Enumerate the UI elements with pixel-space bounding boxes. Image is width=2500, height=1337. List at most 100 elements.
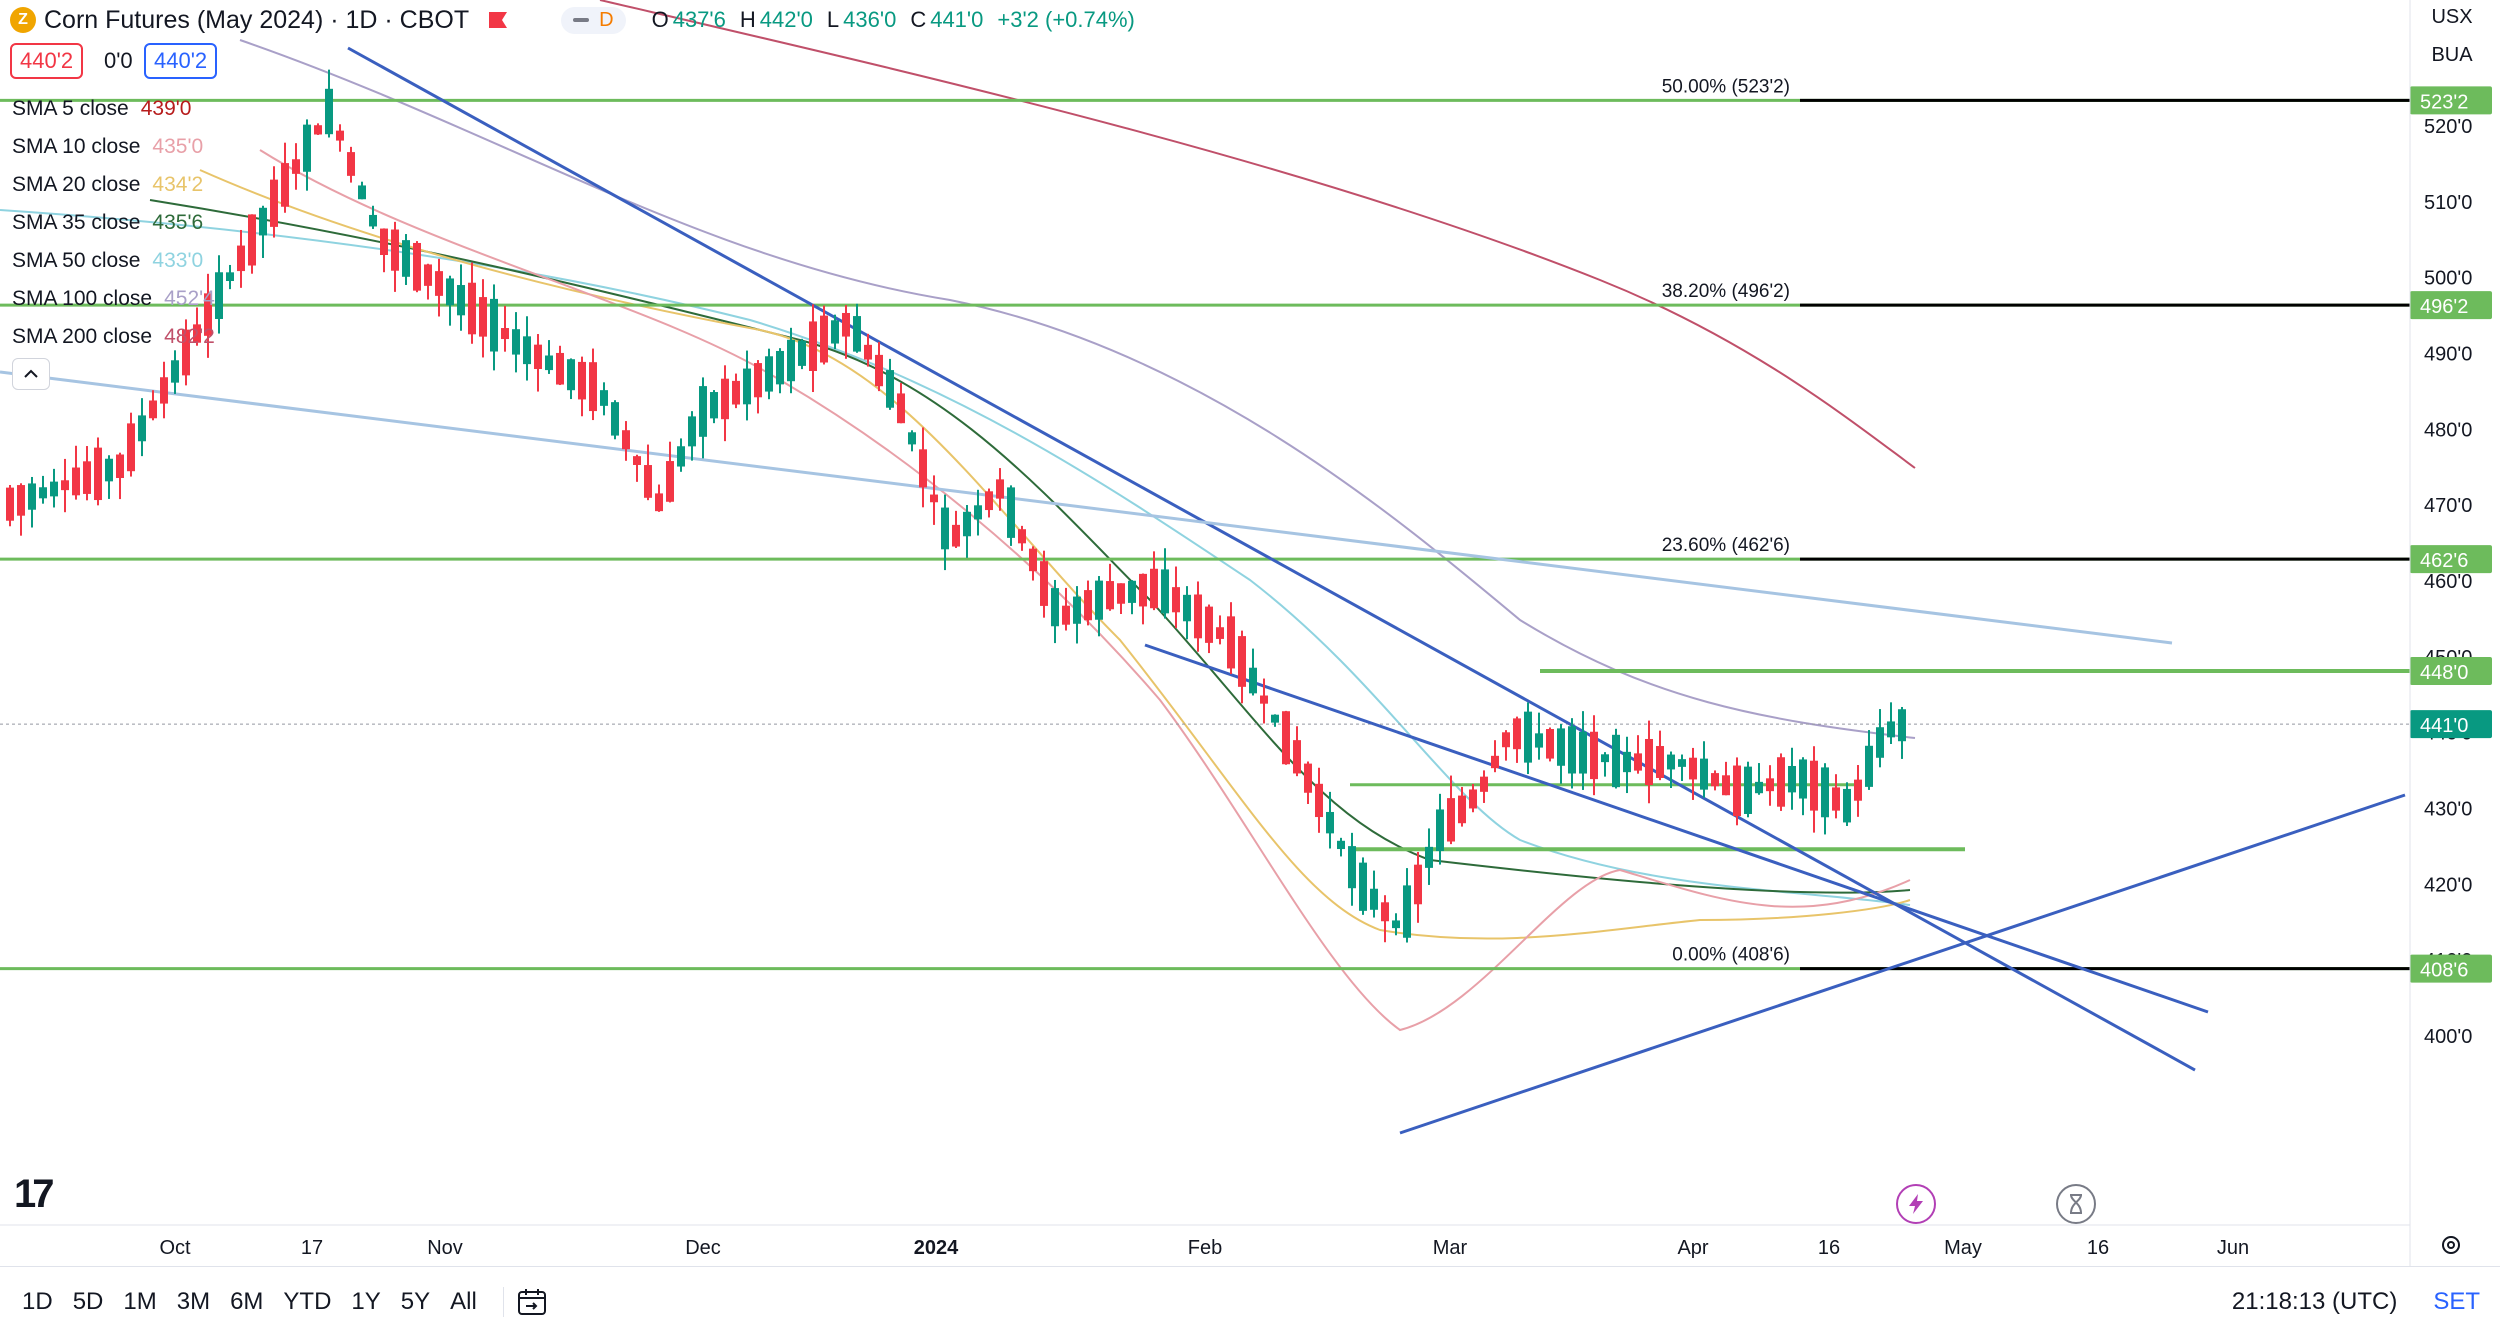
range-5y[interactable]: 5Y xyxy=(400,1288,431,1315)
candle[interactable] xyxy=(1293,740,1301,774)
candle[interactable] xyxy=(1777,757,1785,807)
candle[interactable] xyxy=(1480,776,1488,792)
candle[interactable] xyxy=(1073,596,1081,624)
candle[interactable] xyxy=(138,415,146,442)
candle[interactable] xyxy=(1337,840,1345,850)
candle[interactable] xyxy=(490,298,498,352)
candle[interactable] xyxy=(765,356,773,392)
candle[interactable] xyxy=(1348,846,1356,889)
candle[interactable] xyxy=(567,359,575,391)
candle[interactable] xyxy=(842,312,850,337)
candle[interactable] xyxy=(248,214,256,266)
long-trend-line[interactable] xyxy=(0,370,2173,645)
candle[interactable] xyxy=(94,447,102,501)
candle[interactable] xyxy=(908,432,916,445)
range-ytd[interactable]: YTD xyxy=(283,1288,332,1315)
candle[interactable] xyxy=(325,88,333,135)
candle[interactable] xyxy=(1744,766,1752,814)
candle[interactable] xyxy=(732,380,740,405)
candle[interactable] xyxy=(1898,709,1906,742)
candle[interactable] xyxy=(1370,888,1378,910)
candle[interactable] xyxy=(1766,778,1774,792)
candle[interactable] xyxy=(1568,726,1576,774)
candle[interactable] xyxy=(479,297,487,337)
candle[interactable] xyxy=(1007,487,1015,538)
candle[interactable] xyxy=(666,461,674,502)
candle[interactable] xyxy=(127,423,135,472)
candle[interactable] xyxy=(457,285,465,316)
candle[interactable] xyxy=(204,293,212,336)
candle[interactable] xyxy=(1260,695,1268,704)
candle[interactable] xyxy=(1579,731,1587,774)
candle[interactable] xyxy=(798,340,806,366)
candle[interactable] xyxy=(941,507,949,550)
candle[interactable] xyxy=(1821,767,1829,818)
candle[interactable] xyxy=(600,390,608,406)
candle[interactable] xyxy=(292,159,300,174)
candle[interactable] xyxy=(6,487,14,521)
candle[interactable] xyxy=(1029,548,1037,572)
candle[interactable] xyxy=(1183,594,1191,622)
candle[interactable] xyxy=(1722,775,1730,796)
candle[interactable] xyxy=(1700,758,1708,790)
candle[interactable] xyxy=(1788,765,1796,793)
candle[interactable] xyxy=(1832,787,1840,811)
candle[interactable] xyxy=(633,456,641,465)
candle[interactable] xyxy=(1392,920,1400,929)
candle[interactable] xyxy=(193,324,201,343)
candle[interactable] xyxy=(1810,760,1818,811)
indicator-5[interactable]: SMA 50 close 433'0 xyxy=(12,242,215,280)
sell-price-box[interactable]: 440'2 xyxy=(10,43,84,79)
candle[interactable] xyxy=(820,315,828,363)
candle[interactable] xyxy=(1612,734,1620,788)
candle[interactable] xyxy=(1645,738,1653,786)
candle[interactable] xyxy=(116,454,124,479)
range-3m[interactable]: 3M xyxy=(176,1288,211,1315)
candle[interactable] xyxy=(369,214,377,227)
candle[interactable] xyxy=(1546,729,1554,759)
candle[interactable] xyxy=(1282,711,1290,765)
indicator-6[interactable]: SMA 100 close 452'4 xyxy=(12,280,215,318)
candle[interactable] xyxy=(1084,590,1092,621)
candle[interactable] xyxy=(886,370,894,408)
lightning-icon[interactable] xyxy=(1896,1184,1936,1224)
candle[interactable] xyxy=(1425,846,1433,868)
candle[interactable] xyxy=(1249,667,1257,694)
candle[interactable] xyxy=(875,354,883,387)
candle[interactable] xyxy=(149,400,157,419)
candle[interactable] xyxy=(1524,711,1532,763)
collapse-legend-button[interactable] xyxy=(12,358,50,390)
candle[interactable] xyxy=(1194,594,1202,639)
candle[interactable] xyxy=(1216,627,1224,639)
candle[interactable] xyxy=(1755,781,1763,794)
candle[interactable] xyxy=(963,511,971,537)
settings-icon[interactable] xyxy=(2436,1230,2466,1260)
candle[interactable] xyxy=(1117,583,1125,604)
candle[interactable] xyxy=(930,494,938,503)
symbol-title[interactable]: Corn Futures (May 2024) · 1D · CBOT xyxy=(44,5,470,34)
range-1y[interactable]: 1Y xyxy=(351,1288,381,1315)
candle[interactable] xyxy=(1018,529,1026,544)
candle[interactable] xyxy=(743,368,751,405)
candle[interactable] xyxy=(1887,721,1895,738)
candle[interactable] xyxy=(61,480,69,491)
candle[interactable] xyxy=(919,449,927,488)
candle[interactable] xyxy=(83,461,91,494)
candle[interactable] xyxy=(1040,561,1048,606)
candle[interactable] xyxy=(1656,746,1664,778)
candle[interactable] xyxy=(996,479,1004,499)
candle[interactable] xyxy=(182,329,190,376)
trend-line-2[interactable] xyxy=(1144,643,2209,1014)
candle[interactable] xyxy=(556,352,564,385)
candle[interactable] xyxy=(710,392,718,419)
candle[interactable] xyxy=(1590,731,1598,780)
candle[interactable] xyxy=(677,446,685,467)
interval-badge[interactable]: D xyxy=(561,6,626,34)
candle[interactable] xyxy=(622,430,630,450)
currency-select[interactable]: USX xyxy=(2431,6,2473,28)
candle[interactable] xyxy=(831,320,839,344)
hourglass-icon[interactable] xyxy=(2056,1184,2096,1224)
candle[interactable] xyxy=(435,271,443,296)
candle[interactable] xyxy=(1403,885,1411,938)
candle[interactable] xyxy=(721,378,729,420)
